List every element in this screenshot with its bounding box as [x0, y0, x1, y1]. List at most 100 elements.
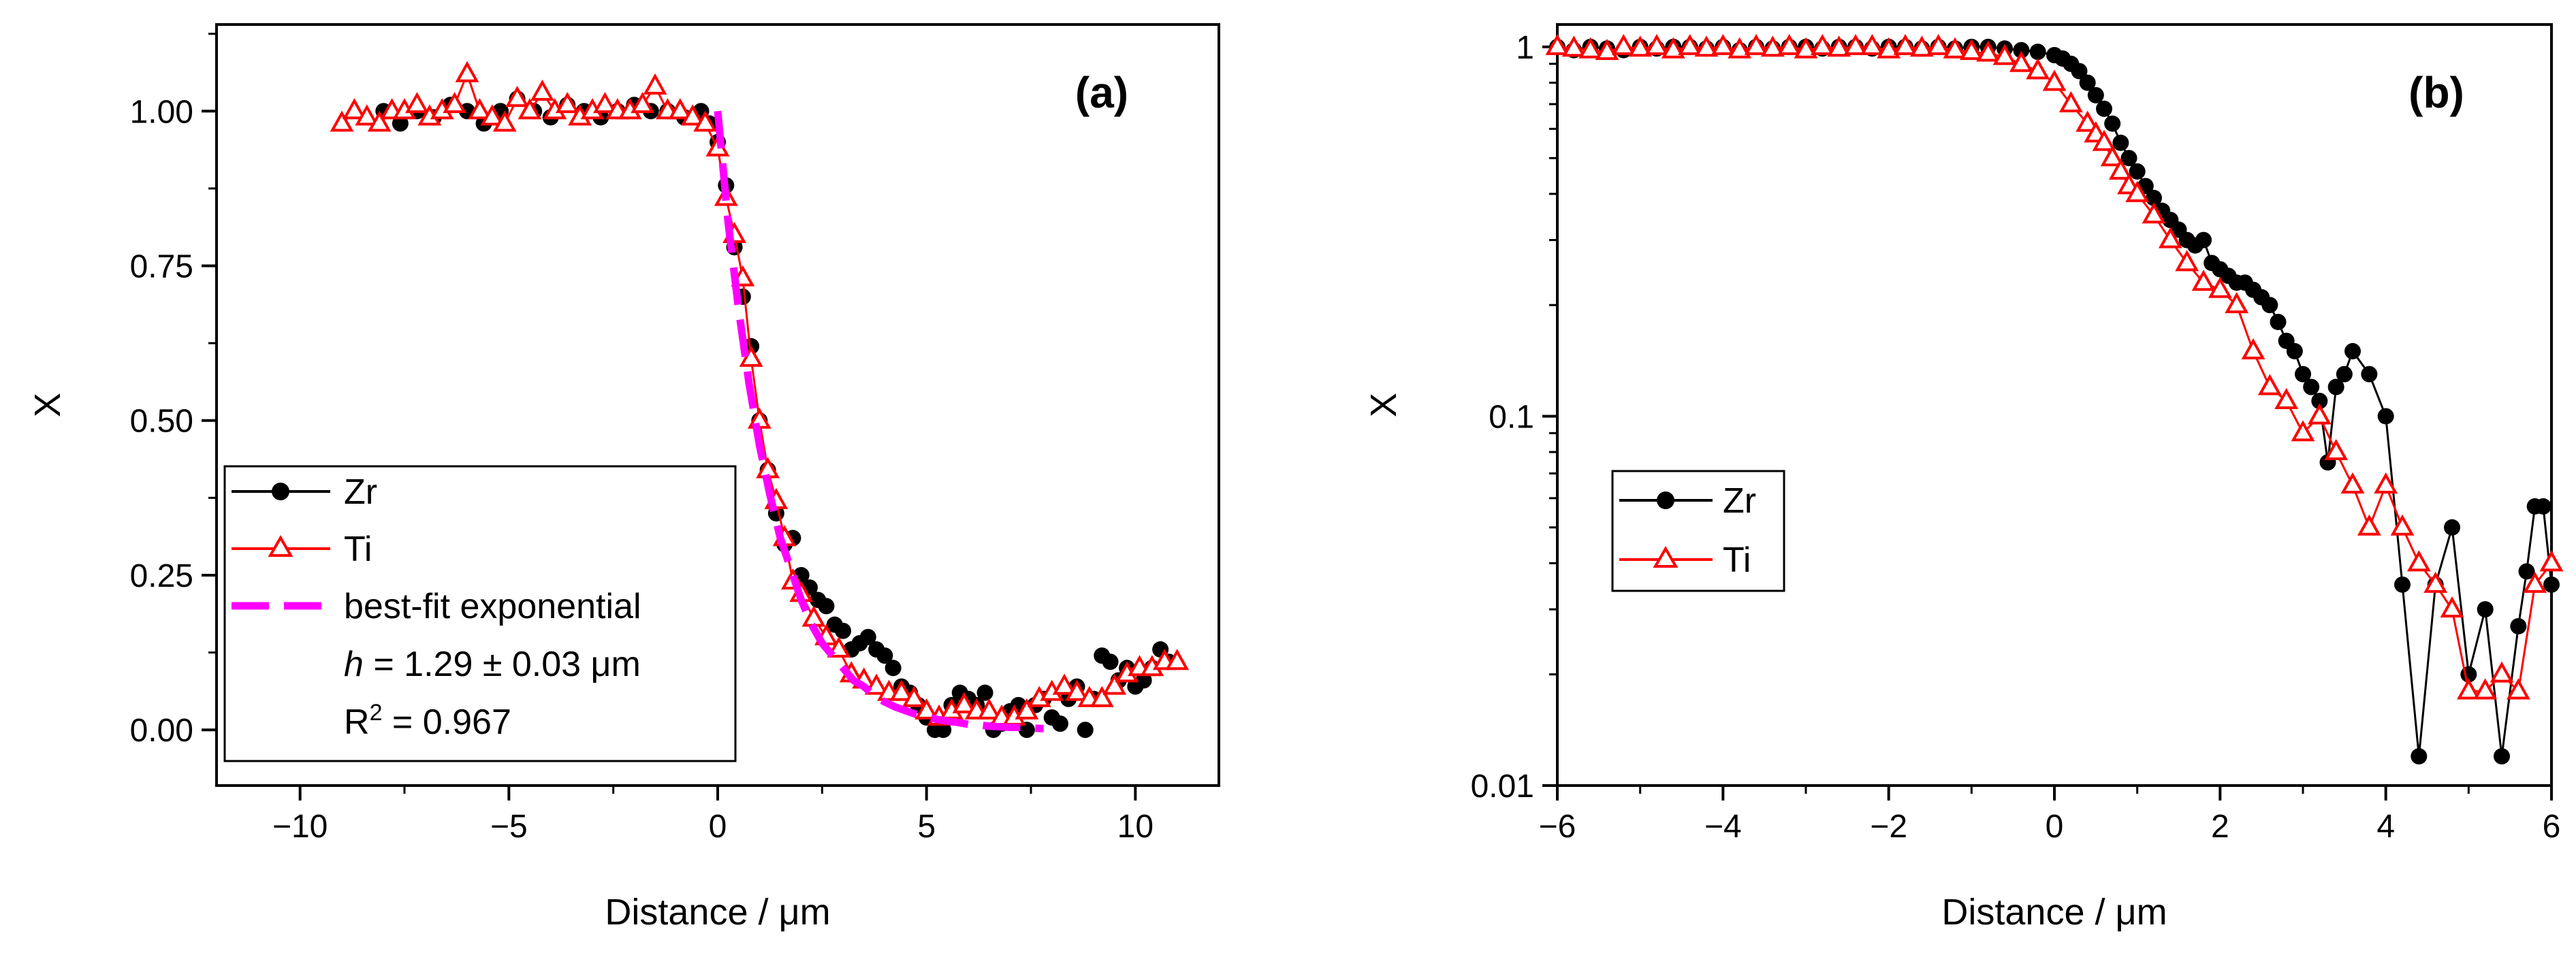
series-best-fit-exponential [714, 110, 1044, 732]
data-point [330, 110, 354, 132]
legend: Zr Ti [1611, 470, 1785, 592]
legend-entry-zr: Zr [1619, 481, 1756, 521]
legend-label-zr: Zr [1723, 481, 1756, 521]
y-tick-label: 0.00 [130, 713, 193, 749]
data-point [2340, 472, 2365, 494]
data-point [355, 104, 379, 126]
panel-b: −6 −4 −2 0 2 4 6 0.01 0.1 1 (b) Distance / μm X Z… [1363, 23, 2564, 933]
data-point [2303, 378, 2320, 395]
data-point [2456, 678, 2481, 700]
data-point [1760, 35, 1785, 57]
data-point [2518, 563, 2535, 580]
x-tick-label: −6 [1539, 809, 1576, 845]
data-point [2477, 601, 2494, 618]
data-point [902, 685, 926, 707]
data-point [876, 647, 893, 664]
y-axis-title: X [27, 393, 68, 417]
data-point [2324, 438, 2349, 461]
series-layer [1545, 33, 2564, 765]
data-point [668, 98, 693, 120]
legend-swatch-marker [1653, 545, 1679, 568]
data-point [1077, 722, 1094, 739]
data-point [455, 61, 479, 82]
data-point [2411, 748, 2428, 765]
legend-box [1611, 470, 1785, 592]
data-point [1644, 33, 1669, 55]
legend-entry-zr: Zr [232, 472, 377, 512]
data-point [1744, 33, 1768, 55]
data-point [952, 692, 976, 713]
data-point [530, 79, 554, 101]
data-point [2390, 514, 2415, 536]
data-point [1943, 37, 1967, 59]
data-point [835, 622, 851, 639]
data-point [2195, 231, 2212, 248]
data-point [1976, 40, 2001, 62]
data-point [2523, 571, 2547, 593]
legend-entry-fit: best-fit exponential [232, 587, 641, 626]
data-point [1135, 672, 1152, 689]
y-tick-label: 0.25 [130, 558, 193, 594]
data-point [1810, 33, 1834, 55]
data-point [2120, 150, 2137, 167]
data-point [1051, 715, 1068, 732]
legend-box [223, 465, 737, 762]
y-tick-label: 0.75 [130, 248, 193, 285]
data-point [1165, 649, 1190, 671]
data-point [2257, 374, 2282, 395]
data-point [1015, 698, 1039, 720]
data-point [1860, 33, 1884, 55]
data-point [2440, 596, 2464, 618]
data-point [2029, 44, 2046, 61]
y-tick-label: 1 [1516, 30, 1534, 66]
panel-label: (a) [1075, 68, 1128, 117]
y-tick-label: 0.01 [1471, 769, 1534, 805]
data-point [885, 660, 902, 677]
legend-label-zr: Zr [344, 472, 377, 512]
data-point [977, 698, 1002, 720]
data-point [1678, 33, 1702, 55]
legend-swatch-marker [268, 534, 293, 557]
data-point [631, 92, 655, 114]
data-point [2377, 408, 2394, 425]
data-point [2076, 110, 2100, 132]
data-point [592, 92, 617, 114]
x-tick-label: −2 [1870, 809, 1907, 845]
series-ti [1545, 33, 2564, 700]
data-point [859, 628, 876, 645]
fit-parameter-h: h = 1.29 ± 0.03 μm [344, 645, 641, 684]
fit-r-squared: R2 = 0.967 [344, 700, 511, 742]
x-tick-label: −4 [1704, 809, 1742, 845]
data-point [1065, 679, 1089, 701]
data-point [1561, 35, 1586, 57]
data-point [2096, 100, 2112, 117]
data-point [518, 98, 542, 120]
data-point [2361, 366, 2378, 383]
data-point [2042, 69, 2067, 91]
data-point [1694, 35, 1719, 57]
data-point [342, 98, 366, 120]
series-zr [1549, 38, 2560, 765]
data-point [1909, 35, 1934, 57]
data-point [818, 598, 835, 615]
series-line [1557, 46, 2553, 694]
legend-entry-ti: Ti [1619, 540, 1751, 580]
data-point [2295, 366, 2311, 383]
data-point [480, 104, 505, 126]
data-point [1794, 37, 1818, 59]
panel-label: (b) [2408, 68, 2464, 117]
y-tick-label: 1.00 [130, 94, 193, 130]
data-point [2510, 617, 2527, 634]
fit-curve [714, 110, 1044, 732]
data-point [2534, 498, 2551, 515]
data-point [492, 110, 517, 132]
data-point [2142, 202, 2166, 224]
legend-entry-ti: Ti [232, 530, 372, 569]
data-point [1777, 33, 1802, 55]
data-point [2344, 342, 2361, 359]
data-point [2087, 86, 2104, 103]
data-point [976, 684, 993, 701]
data-point [1578, 37, 1603, 59]
data-point [1052, 673, 1077, 695]
data-point [2112, 134, 2129, 151]
